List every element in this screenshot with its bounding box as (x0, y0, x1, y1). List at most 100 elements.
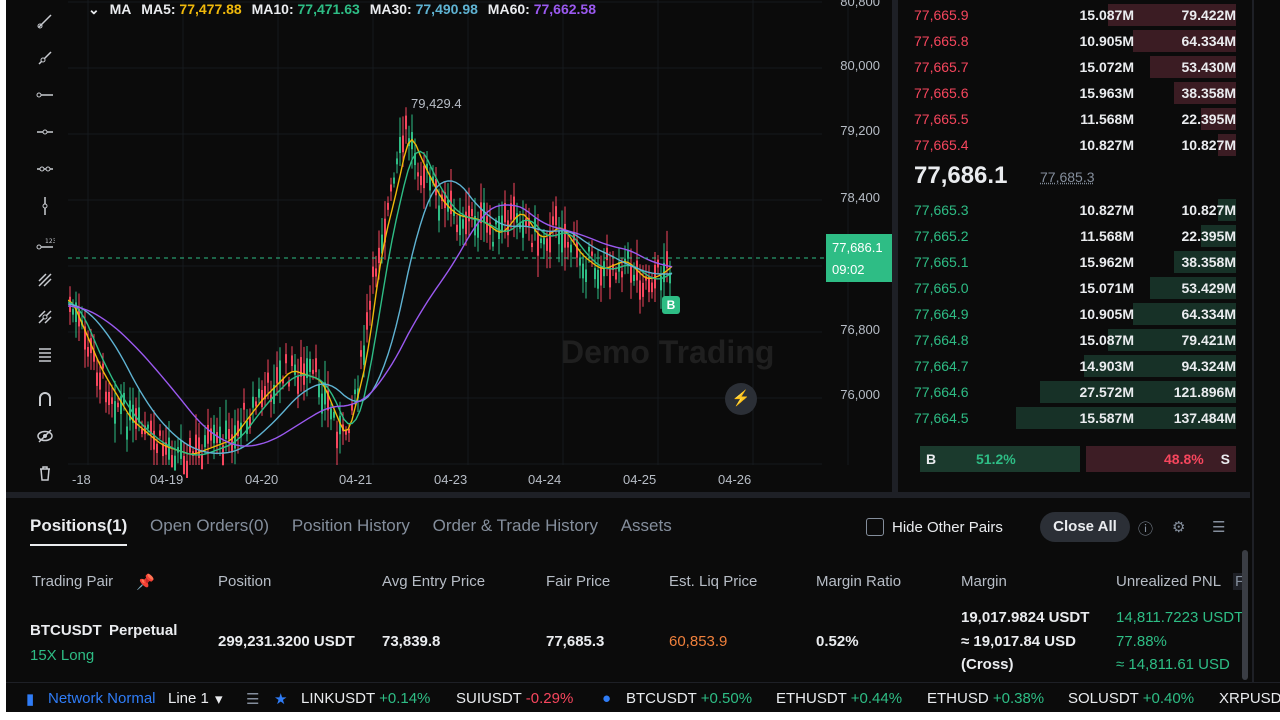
line-chevron-icon[interactable]: ▾ (215, 691, 223, 708)
candle-body (285, 354, 287, 364)
vertical-scrollbar[interactable] (1242, 550, 1248, 680)
trash-icon[interactable] (32, 460, 58, 486)
line-selector[interactable]: Line 1 (168, 690, 209, 707)
candle-body (207, 424, 209, 444)
row-price: 77,665.8 (914, 33, 969, 49)
row-amount: 11.568M (1080, 228, 1134, 244)
candlestick-canvas[interactable] (68, 0, 892, 492)
candle-body (102, 363, 104, 369)
ask-row[interactable]: 77,665.9 15.087M 79.422M (914, 2, 1236, 28)
ticker-item[interactable]: SOLUSDT +0.40% (1068, 690, 1195, 707)
candle-body (549, 231, 551, 253)
text-lines-icon[interactable] (32, 341, 58, 367)
row-total: 79.421M (1181, 332, 1236, 348)
parallel-line-icon[interactable] (32, 156, 58, 182)
ticker-item[interactable]: SUIUSDT -0.29% (456, 690, 574, 707)
hide-other-pairs[interactable]: Hide Other Pairs (866, 518, 1003, 536)
price-axis[interactable]: 80,800 80,000 79,200 78,400 76,800 76,00… (822, 0, 892, 465)
price-line-icon[interactable]: 123 (32, 230, 58, 256)
magnet-icon[interactable] (32, 386, 58, 412)
bid-row[interactable]: 77,664.8 15.087M 79.421M (914, 327, 1236, 353)
chevron-down-icon[interactable]: ⌄ (88, 1, 100, 17)
candle-body (219, 426, 221, 444)
hide-drawings-icon[interactable] (32, 423, 58, 449)
right-sidebar-edge (1252, 0, 1280, 712)
pin-icon[interactable]: 📌 (136, 574, 155, 591)
ticker-item[interactable]: ETHUSDT +0.44% (776, 690, 903, 707)
candle-body (198, 437, 200, 459)
ticker-item[interactable]: BTCUSDT +0.50% (626, 690, 753, 707)
ask-row[interactable]: 77,665.8 10.905M 64.334M (914, 28, 1236, 54)
bid-row[interactable]: 77,665.3 10.827M 10.827M (914, 197, 1236, 223)
ask-row[interactable]: 77,665.4 10.827M 10.827M (914, 132, 1236, 158)
menu-icon[interactable]: ☰ (1212, 519, 1226, 536)
row-price: 77,665.6 (914, 85, 969, 101)
bid-row[interactable]: 77,665.1 15.962M 38.358M (914, 249, 1236, 275)
leverage-side[interactable]: 15X Long (30, 647, 95, 664)
depth-bar (1150, 277, 1236, 299)
ma-label[interactable]: MA (109, 1, 132, 17)
pair-symbol[interactable]: BTCUSDT (30, 622, 102, 639)
candle-body (234, 425, 236, 449)
candle-body (462, 219, 464, 229)
vertical-line-icon[interactable] (32, 193, 58, 219)
margin-mode[interactable]: (Cross) (961, 656, 1014, 673)
flash-icon[interactable]: ⚡ (725, 383, 757, 415)
depth-bar (1108, 4, 1236, 26)
bid-row[interactable]: 77,664.9 10.905M 64.334M (914, 301, 1236, 327)
ticker-item[interactable]: LINKUSDT +0.14% (301, 690, 431, 707)
ray-line-icon[interactable] (32, 45, 58, 71)
buy-marker[interactable]: B (662, 296, 680, 314)
network-status[interactable]: Network Normal (48, 690, 156, 707)
close-all-button[interactable]: Close All (1040, 512, 1130, 542)
ticker-item[interactable]: ETHUSD +0.38% (927, 690, 1045, 707)
candle-body (585, 269, 587, 283)
ask-row[interactable]: 77,665.7 15.072M 53.430M (914, 54, 1236, 80)
horizontal-ray-icon[interactable] (32, 119, 58, 145)
bid-row[interactable]: 77,665.0 15.071M 53.429M (914, 275, 1236, 301)
hide-other-pairs-checkbox[interactable] (866, 518, 884, 536)
bid-row[interactable]: 77,664.6 27.572M 121.896M (914, 379, 1236, 405)
trend-line-icon[interactable] (32, 8, 58, 34)
tab-positions[interactable]: Positions(1) (30, 516, 128, 546)
star-icon[interactable]: ★ (274, 691, 288, 708)
row-price: 77,664.5 (914, 410, 969, 426)
tab-order-trade-history[interactable]: Order & Trade History (432, 516, 598, 535)
candle-body (537, 232, 539, 256)
fibonacci-icon[interactable] (32, 267, 58, 293)
row-price: 77,664.7 (914, 358, 969, 374)
pattern-icon[interactable] (32, 304, 58, 330)
fair-price[interactable]: 77,685.3 (1040, 169, 1095, 185)
candle-body (555, 206, 557, 226)
tab-open-orders[interactable]: Open Orders(0) (150, 516, 270, 535)
horizontal-line-icon[interactable] (32, 82, 58, 108)
candle-body (354, 389, 356, 395)
candle-body (210, 428, 212, 441)
info-icon[interactable]: ⓘ (1138, 521, 1154, 538)
bid-row[interactable]: 77,664.5 15.587M 137.484M (914, 405, 1236, 431)
list-icon[interactable]: ☰ (246, 691, 260, 708)
ask-row[interactable]: 77,665.6 15.963M 38.358M (914, 80, 1236, 106)
candle-body (378, 247, 380, 264)
filter-settings-icon[interactable]: ⚙ (1172, 519, 1186, 536)
candle-body (297, 376, 299, 394)
ask-row[interactable]: 77,665.5 11.568M 22.395M (914, 106, 1236, 132)
candle-body (141, 428, 143, 435)
candle-body (546, 238, 548, 251)
row-price: 77,665.9 (914, 7, 969, 23)
price-chart[interactable]: ⌄ MA MA5: 77,477.88 MA10: 77,471.63 MA30… (68, 0, 892, 492)
ticker-item[interactable]: XRPUSD (1219, 690, 1280, 707)
tab-position-history[interactable]: Position History (291, 516, 410, 535)
bid-row[interactable]: 77,665.2 11.568M 22.395M (914, 223, 1236, 249)
candle-countdown: 09:02 (832, 262, 865, 277)
row-amount: 11.568M (1080, 111, 1134, 127)
row-total: 53.429M (1181, 280, 1236, 296)
candle-body (252, 396, 254, 408)
candle-body (174, 455, 176, 471)
bid-row[interactable]: 77,664.7 14.903M 94.324M (914, 353, 1236, 379)
row-price: 77,665.4 (914, 137, 969, 153)
panel-divider[interactable] (892, 0, 898, 492)
ticker-bar: ▮ Network Normal Line 1 ▾ ☰ ★ LINKUSDT +… (6, 682, 1280, 712)
tab-assets[interactable]: Assets (620, 516, 672, 535)
candle-body (333, 411, 335, 418)
